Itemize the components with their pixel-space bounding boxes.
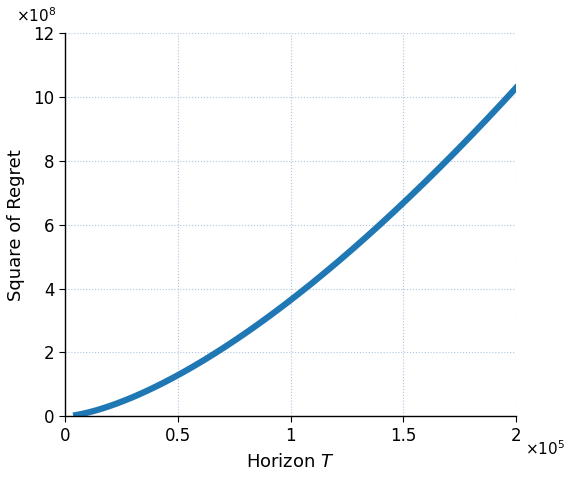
X-axis label: Horizon $T$: Horizon $T$ — [246, 453, 335, 471]
Y-axis label: Square of Regret: Square of Regret — [7, 149, 25, 301]
Text: $\times10^5$: $\times10^5$ — [525, 439, 565, 458]
Text: $\times10^8$: $\times10^8$ — [15, 7, 56, 25]
